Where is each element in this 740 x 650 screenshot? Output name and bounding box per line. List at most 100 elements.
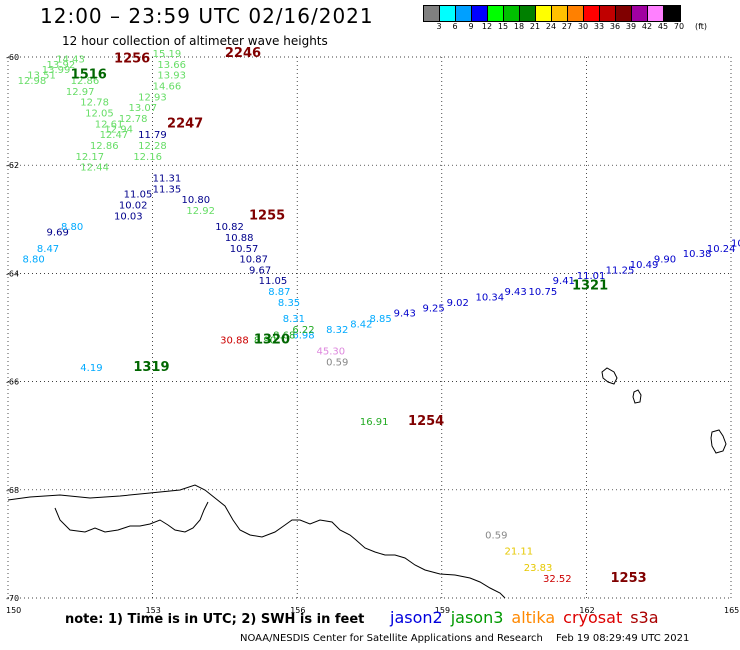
swh-value-label: 10.24 [707, 244, 736, 255]
swh-value-label: 9.41 [553, 276, 575, 287]
graticule: -60 -62 -64 -66 -68 -70 150 153 156 159 162 165 [6, 53, 739, 615]
swh-value-label: 12.61 [95, 119, 124, 130]
swh-value-label: 12.16 [133, 152, 162, 163]
swh-value-label: 11.35 [153, 184, 182, 195]
swh-value-label: 12.92 [186, 206, 215, 217]
color-swatch [648, 6, 664, 21]
swh-value-label: 9.02 [447, 298, 469, 309]
swh-value-label: 9.90 [654, 255, 676, 266]
swh-value-label: 8.85 [370, 314, 392, 325]
swh-value-label: 12.05 [85, 109, 114, 120]
swh-value-label: 13.92 [47, 60, 76, 71]
color-swatch [568, 6, 584, 21]
lat-tick-label: -68 [6, 486, 19, 495]
color-scale-label: 18 [513, 22, 525, 31]
color-scale-label: (ft) [694, 22, 708, 31]
color-swatch [552, 6, 568, 21]
swh-value-label: 15.19 [153, 49, 182, 60]
swh-value-label: 8.90 [254, 336, 276, 347]
swh-value-label: 10.82 [215, 222, 244, 233]
pass-times: 1256 1516 2246 2247 1255 1320 1319 1321 1254 1253 [71, 46, 647, 586]
swh-value-label: 13.07 [129, 103, 158, 114]
swh-value-label: 10.87 [239, 255, 268, 266]
swh-value-label: 12.86 [90, 141, 119, 152]
credit-line: NOAA/NESDIS Center for Satellite Applica… [240, 633, 699, 644]
swh-value-label: 12.86 [71, 76, 100, 87]
swh-value-label: 14.43 [56, 54, 85, 65]
swh-value-label: 8.35 [278, 298, 300, 309]
swh-value-label: 10.80 [182, 195, 211, 206]
color-scale-label: 6 [452, 22, 458, 31]
swh-value-label: 11.05 [259, 276, 288, 287]
lat-tick-label: -60 [6, 53, 19, 62]
island-1 [601, 367, 618, 385]
swh-value-label: 32.52 [543, 574, 572, 585]
pass-time-label: 2247 [167, 116, 203, 131]
satellite-legend: jason2 jason3 altika cryosat s3a [390, 608, 667, 627]
color-swatch [424, 6, 440, 21]
swh-value-label: 8.47 [37, 244, 59, 255]
inlet-coastline [54, 501, 209, 533]
color-swatch [632, 6, 648, 21]
swh-values: 11.7911.3111.3511.0510.0210.0310.8010.82… [18, 49, 740, 585]
swh-value-label: 9.43 [394, 309, 416, 320]
swh-value-label: 12.44 [80, 163, 109, 174]
pass-time-label: 1255 [249, 208, 285, 223]
swh-value-label: 9.25 [423, 303, 445, 314]
lat-tick-label: -70 [6, 594, 19, 603]
coastline [7, 367, 727, 599]
lat-tick-label: -64 [6, 269, 19, 278]
swh-value-label: 8.80 [61, 222, 83, 233]
swh-value-label: 12.78 [80, 98, 109, 109]
color-swatch [584, 6, 600, 21]
pass-time-label: 1516 [71, 68, 107, 83]
color-swatch [664, 6, 680, 21]
credit-org: NOAA/NESDIS Center for Satellite Applica… [240, 633, 543, 644]
pass-time-label: 1253 [611, 571, 647, 586]
pass-time-label: 1320 [254, 333, 290, 348]
pass-time-label: 1256 [114, 51, 150, 66]
swh-value-label: 0.59 [485, 530, 507, 541]
swh-value-label: 8.42 [350, 320, 372, 331]
swh-value-label: 12.28 [138, 141, 167, 152]
swh-value-label: 14.66 [153, 81, 182, 92]
swh-value-label: 6.22 [292, 325, 314, 336]
pass-time-label: 1319 [133, 360, 169, 375]
swh-value-label: 12.93 [138, 92, 167, 103]
color-scale-labels: 3 6 9 12 15 18 21 24 27 30 33 36 39 42 45 70 (ft) [423, 22, 733, 34]
swh-value-label: 12.94 [104, 125, 133, 136]
color-swatch [456, 6, 472, 21]
color-scale-label: 9 [468, 22, 474, 31]
swh-value-label: 21.11 [504, 547, 533, 558]
color-scale-label: 70 [673, 22, 685, 31]
color-swatch [440, 6, 456, 21]
swh-value-label: 10.03 [114, 211, 143, 222]
color-scale-label: 27 [561, 22, 573, 31]
swh-value-label: 10.88 [225, 233, 254, 244]
color-scale-bar [423, 5, 681, 22]
color-swatch [472, 6, 488, 21]
lon-tick-label: 159 [435, 606, 450, 615]
swh-value-label: 8.31 [283, 314, 305, 325]
map-subtitle: 12 hour collection of altimeter wave hei… [62, 34, 328, 48]
color-swatch [488, 6, 504, 21]
swh-value-label: 13.99 [42, 65, 71, 76]
color-scale-label: 39 [625, 22, 637, 31]
lon-tick-label: 150 [6, 606, 21, 615]
color-scale-label: 30 [577, 22, 589, 31]
swh-value-label: 30.88 [220, 336, 249, 347]
pass-time-label: 1254 [408, 414, 444, 429]
swh-value-label: 9.69 [47, 228, 69, 239]
swh-value-label: 8.68 [273, 330, 295, 341]
swh-value-label: 11.79 [138, 130, 167, 141]
swh-value-label: 10.57 [230, 244, 259, 255]
color-scale-label: 21 [529, 22, 541, 31]
footer-note: note: 1) Time is in UTC; 2) SWH is in fe… [65, 612, 365, 627]
color-scale-label: 36 [609, 22, 621, 31]
map-title: 12:00 – 23:59 UTC 02/16/2021 [40, 4, 374, 28]
legend-item-altika: altika [511, 608, 556, 627]
swh-value-label: 0.59 [326, 357, 348, 368]
swh-value-label: 4.19 [80, 363, 102, 374]
swh-value-label: 10.34 [476, 292, 505, 303]
pass-time-label: 1321 [572, 279, 608, 294]
